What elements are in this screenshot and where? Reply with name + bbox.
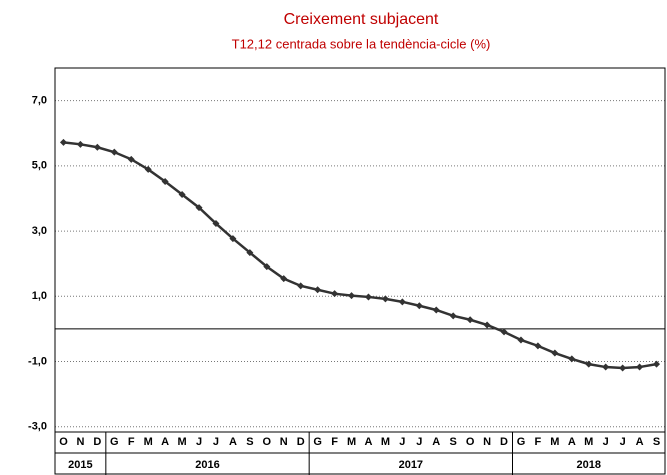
data-point	[568, 355, 576, 363]
data-point	[331, 290, 339, 298]
data-point	[348, 292, 356, 300]
data-point	[585, 360, 593, 368]
data-point	[110, 148, 118, 156]
x-tick-label: M	[381, 436, 390, 448]
data-point	[432, 306, 440, 314]
plot-frame	[54, 67, 666, 475]
x-tick-label: A	[636, 436, 644, 448]
data-point	[280, 275, 288, 283]
y-tick-label: 7,0	[32, 95, 47, 107]
x-tick-label: M	[177, 436, 186, 448]
data-point	[500, 328, 508, 336]
x-tick-label: M	[347, 436, 356, 448]
y-tick-label: 3,0	[32, 225, 47, 237]
x-tick-label: S	[246, 436, 253, 448]
year-label: 2016	[195, 459, 219, 471]
data-point	[195, 204, 203, 212]
data-point	[212, 220, 220, 228]
data-point	[127, 155, 135, 163]
data-point	[263, 263, 271, 271]
data-point	[415, 302, 423, 310]
data-point	[364, 293, 372, 301]
x-tick-label: D	[500, 436, 508, 448]
x-tick-label: J	[603, 436, 609, 448]
year-label: 2018	[577, 459, 601, 471]
data-point	[602, 363, 610, 371]
year-label: 2017	[399, 459, 423, 471]
y-tick-label: -1,0	[28, 355, 47, 367]
year-label: 2015	[68, 459, 92, 471]
x-tick-label: G	[517, 436, 526, 448]
data-point	[466, 316, 474, 324]
x-tick-label: D	[93, 436, 101, 448]
y-tick-label: 5,0	[32, 160, 47, 172]
x-tick-label: J	[196, 436, 202, 448]
x-tick-label: J	[620, 436, 626, 448]
x-tick-label: N	[280, 436, 288, 448]
x-tick-label: J	[213, 436, 219, 448]
x-tick-label: G	[313, 436, 322, 448]
chart-caption: T12,12 centrada sobre la tendència-cicle…	[232, 36, 491, 51]
x-tick-label: O	[263, 436, 272, 448]
data-point	[483, 321, 491, 329]
x-tick-label: O	[59, 436, 68, 448]
data-line	[63, 141, 657, 370]
x-tick-label: J	[416, 436, 422, 448]
data-point	[178, 191, 186, 199]
data-point	[619, 364, 627, 372]
x-tick-label: A	[432, 436, 440, 448]
data-point	[59, 138, 67, 146]
x-tick-label: N	[483, 436, 491, 448]
data-point	[314, 286, 322, 294]
x-tick-label: A	[364, 436, 372, 448]
x-tick-label: F	[331, 436, 338, 448]
data-point	[653, 360, 661, 368]
x-tick-label: S	[653, 436, 660, 448]
data-point	[161, 177, 169, 185]
data-point	[398, 298, 406, 306]
x-tick-label: D	[297, 436, 305, 448]
x-tick-label: A	[229, 436, 237, 448]
x-tick-label: M	[550, 436, 559, 448]
chart-subtitle: Creixement subjacent	[284, 11, 439, 28]
data-point	[76, 140, 84, 148]
data-point	[636, 363, 644, 371]
x-tick-label: N	[76, 436, 84, 448]
data-point	[534, 342, 542, 350]
data-point	[93, 143, 101, 151]
data-point	[229, 235, 237, 243]
x-tick-label: J	[399, 436, 405, 448]
data-point	[449, 312, 457, 320]
x-tick-label: O	[466, 436, 475, 448]
data-point	[246, 249, 254, 257]
x-tick-label: G	[110, 436, 119, 448]
data-point	[144, 165, 152, 173]
x-tick-label: M	[584, 436, 593, 448]
x-tick-label: S	[450, 436, 457, 448]
y-tick-label: -3,0	[28, 421, 47, 433]
x-tick-label: A	[568, 436, 576, 448]
x-tick-label: F	[535, 436, 542, 448]
data-point	[297, 282, 305, 290]
x-tick-label: A	[161, 436, 169, 448]
x-tick-label: F	[128, 436, 135, 448]
y-tick-label: 1,0	[32, 290, 47, 302]
data-point	[517, 336, 525, 344]
data-point	[381, 295, 389, 303]
x-tick-label: M	[144, 436, 153, 448]
data-point	[551, 349, 559, 357]
